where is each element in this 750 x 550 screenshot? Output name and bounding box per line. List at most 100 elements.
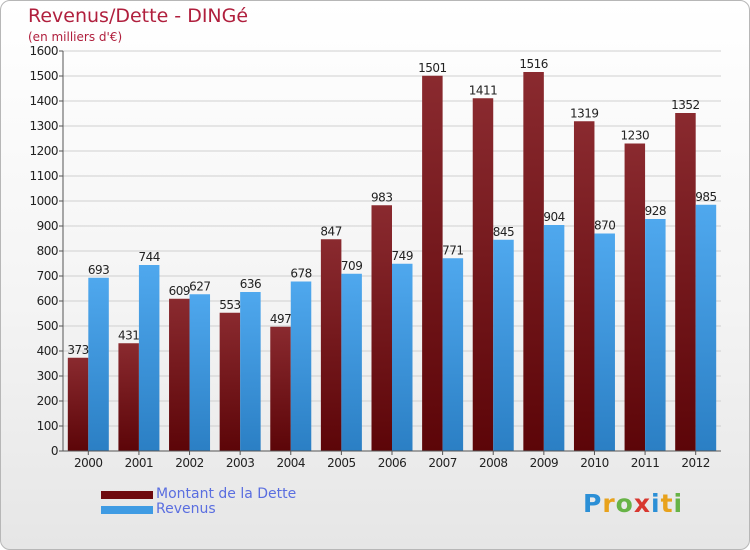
proxiti-logo: Proxiti xyxy=(583,489,683,518)
legend-item-revenus: Revenus xyxy=(101,502,296,517)
x-tick-label: 2005 xyxy=(327,456,356,470)
data-label-revenus: 744 xyxy=(138,250,159,264)
bar-dette xyxy=(523,72,544,451)
y-tick-label: 400 xyxy=(37,344,58,358)
data-label-revenus: 928 xyxy=(645,204,666,218)
y-tick-label: 200 xyxy=(37,394,58,408)
chart-subtitle: (en milliers d'€) xyxy=(28,30,123,44)
bar-revenus xyxy=(189,294,211,451)
x-tick-label: 2011 xyxy=(631,456,660,470)
data-label-revenus: 678 xyxy=(290,267,311,281)
logo-letter: i xyxy=(651,489,661,518)
data-label-dette: 373 xyxy=(67,343,88,357)
x-tick-label: 2003 xyxy=(226,456,255,470)
data-label-revenus: 985 xyxy=(695,190,716,204)
data-label-dette: 1319 xyxy=(570,106,599,120)
bar-revenus xyxy=(493,239,514,451)
data-label-dette: 609 xyxy=(169,284,190,298)
y-tick-label: 1600 xyxy=(29,44,58,58)
legend-item-dette: Montant de la Dette xyxy=(101,487,296,502)
bar-revenus xyxy=(594,233,615,451)
data-label-dette: 431 xyxy=(118,328,139,342)
data-label-revenus: 904 xyxy=(543,210,564,224)
data-label-dette: 1352 xyxy=(671,98,700,112)
data-label-revenus: 771 xyxy=(442,243,463,257)
bar-dette xyxy=(270,326,291,451)
bar-dette xyxy=(422,75,443,451)
bar-revenus xyxy=(442,258,464,451)
y-tick-label: 0 xyxy=(51,444,58,458)
bar-dette xyxy=(371,205,392,451)
x-tick-label: 2007 xyxy=(428,456,457,470)
chart-legend: Montant de la Dette Revenus xyxy=(101,487,296,517)
bar-revenus xyxy=(138,265,160,451)
logo-letter: o xyxy=(615,489,634,518)
logo-letter: P xyxy=(583,489,603,518)
logo-letter: x xyxy=(633,489,651,518)
bar-dette xyxy=(67,357,89,451)
y-tick-label: 1100 xyxy=(29,169,58,183)
data-label-dette: 847 xyxy=(320,224,341,238)
data-label-dette: 1501 xyxy=(418,61,447,75)
bar-revenus xyxy=(645,219,666,451)
x-tick-label: 2008 xyxy=(479,456,508,470)
data-label-dette: 553 xyxy=(219,298,240,312)
y-tick-label: 600 xyxy=(37,294,58,308)
data-label-revenus: 870 xyxy=(594,219,615,233)
y-tick-label: 1500 xyxy=(29,69,58,83)
bar-revenus xyxy=(341,273,362,451)
data-label-revenus: 693 xyxy=(88,263,109,277)
x-tick-label: 2009 xyxy=(530,456,559,470)
y-tick-label: 500 xyxy=(37,319,58,333)
bar-revenus xyxy=(543,225,565,451)
bar-dette xyxy=(573,121,595,451)
legend-label-revenus: Revenus xyxy=(156,501,216,517)
legend-label-dette: Montant de la Dette xyxy=(156,486,297,502)
data-label-revenus: 749 xyxy=(392,249,413,263)
data-label-dette: 497 xyxy=(270,312,291,326)
x-tick-label: 2002 xyxy=(175,456,204,470)
bar-revenus xyxy=(695,204,717,451)
x-tick-label: 2006 xyxy=(378,456,407,470)
bar-dette xyxy=(320,239,342,451)
bar-revenus xyxy=(392,263,413,451)
y-tick-label: 1300 xyxy=(29,119,58,133)
x-tick-label: 2004 xyxy=(276,456,305,470)
logo-letter: r xyxy=(602,489,616,518)
x-tick-label: 2010 xyxy=(580,456,609,470)
y-tick-label: 1400 xyxy=(29,94,58,108)
bar-dette xyxy=(169,298,190,451)
legend-swatch-revenus xyxy=(101,505,153,514)
y-tick-label: 100 xyxy=(37,419,58,433)
data-label-dette: 1230 xyxy=(621,129,650,143)
logo-letter: i xyxy=(673,489,684,518)
bar-revenus xyxy=(290,281,312,451)
data-label-dette: 1411 xyxy=(469,83,498,97)
bar-revenus xyxy=(88,277,109,451)
y-tick-label: 900 xyxy=(37,219,58,233)
legend-swatch-dette xyxy=(101,490,153,499)
x-tick-label: 2000 xyxy=(74,456,103,470)
data-label-dette: 983 xyxy=(371,190,392,204)
bar-dette xyxy=(472,98,494,451)
y-tick-label: 300 xyxy=(37,369,58,383)
data-label-revenus: 636 xyxy=(240,277,261,291)
bar-dette xyxy=(675,113,696,451)
bar-dette xyxy=(118,343,139,451)
y-tick-label: 1000 xyxy=(29,194,58,208)
y-tick-label: 1200 xyxy=(29,144,58,158)
data-label-dette: 1516 xyxy=(519,57,548,71)
data-label-revenus: 709 xyxy=(341,259,362,273)
y-tick-label: 800 xyxy=(37,244,58,258)
bar-revenus xyxy=(240,292,261,451)
data-label-revenus: 845 xyxy=(493,225,514,239)
bar-dette xyxy=(624,143,646,451)
y-tick-label: 700 xyxy=(37,269,58,283)
logo-letter: t xyxy=(660,489,674,518)
x-tick-label: 2001 xyxy=(125,456,154,470)
bar-dette xyxy=(219,312,241,451)
data-label-revenus: 627 xyxy=(189,279,210,293)
x-tick-label: 2012 xyxy=(681,456,710,470)
